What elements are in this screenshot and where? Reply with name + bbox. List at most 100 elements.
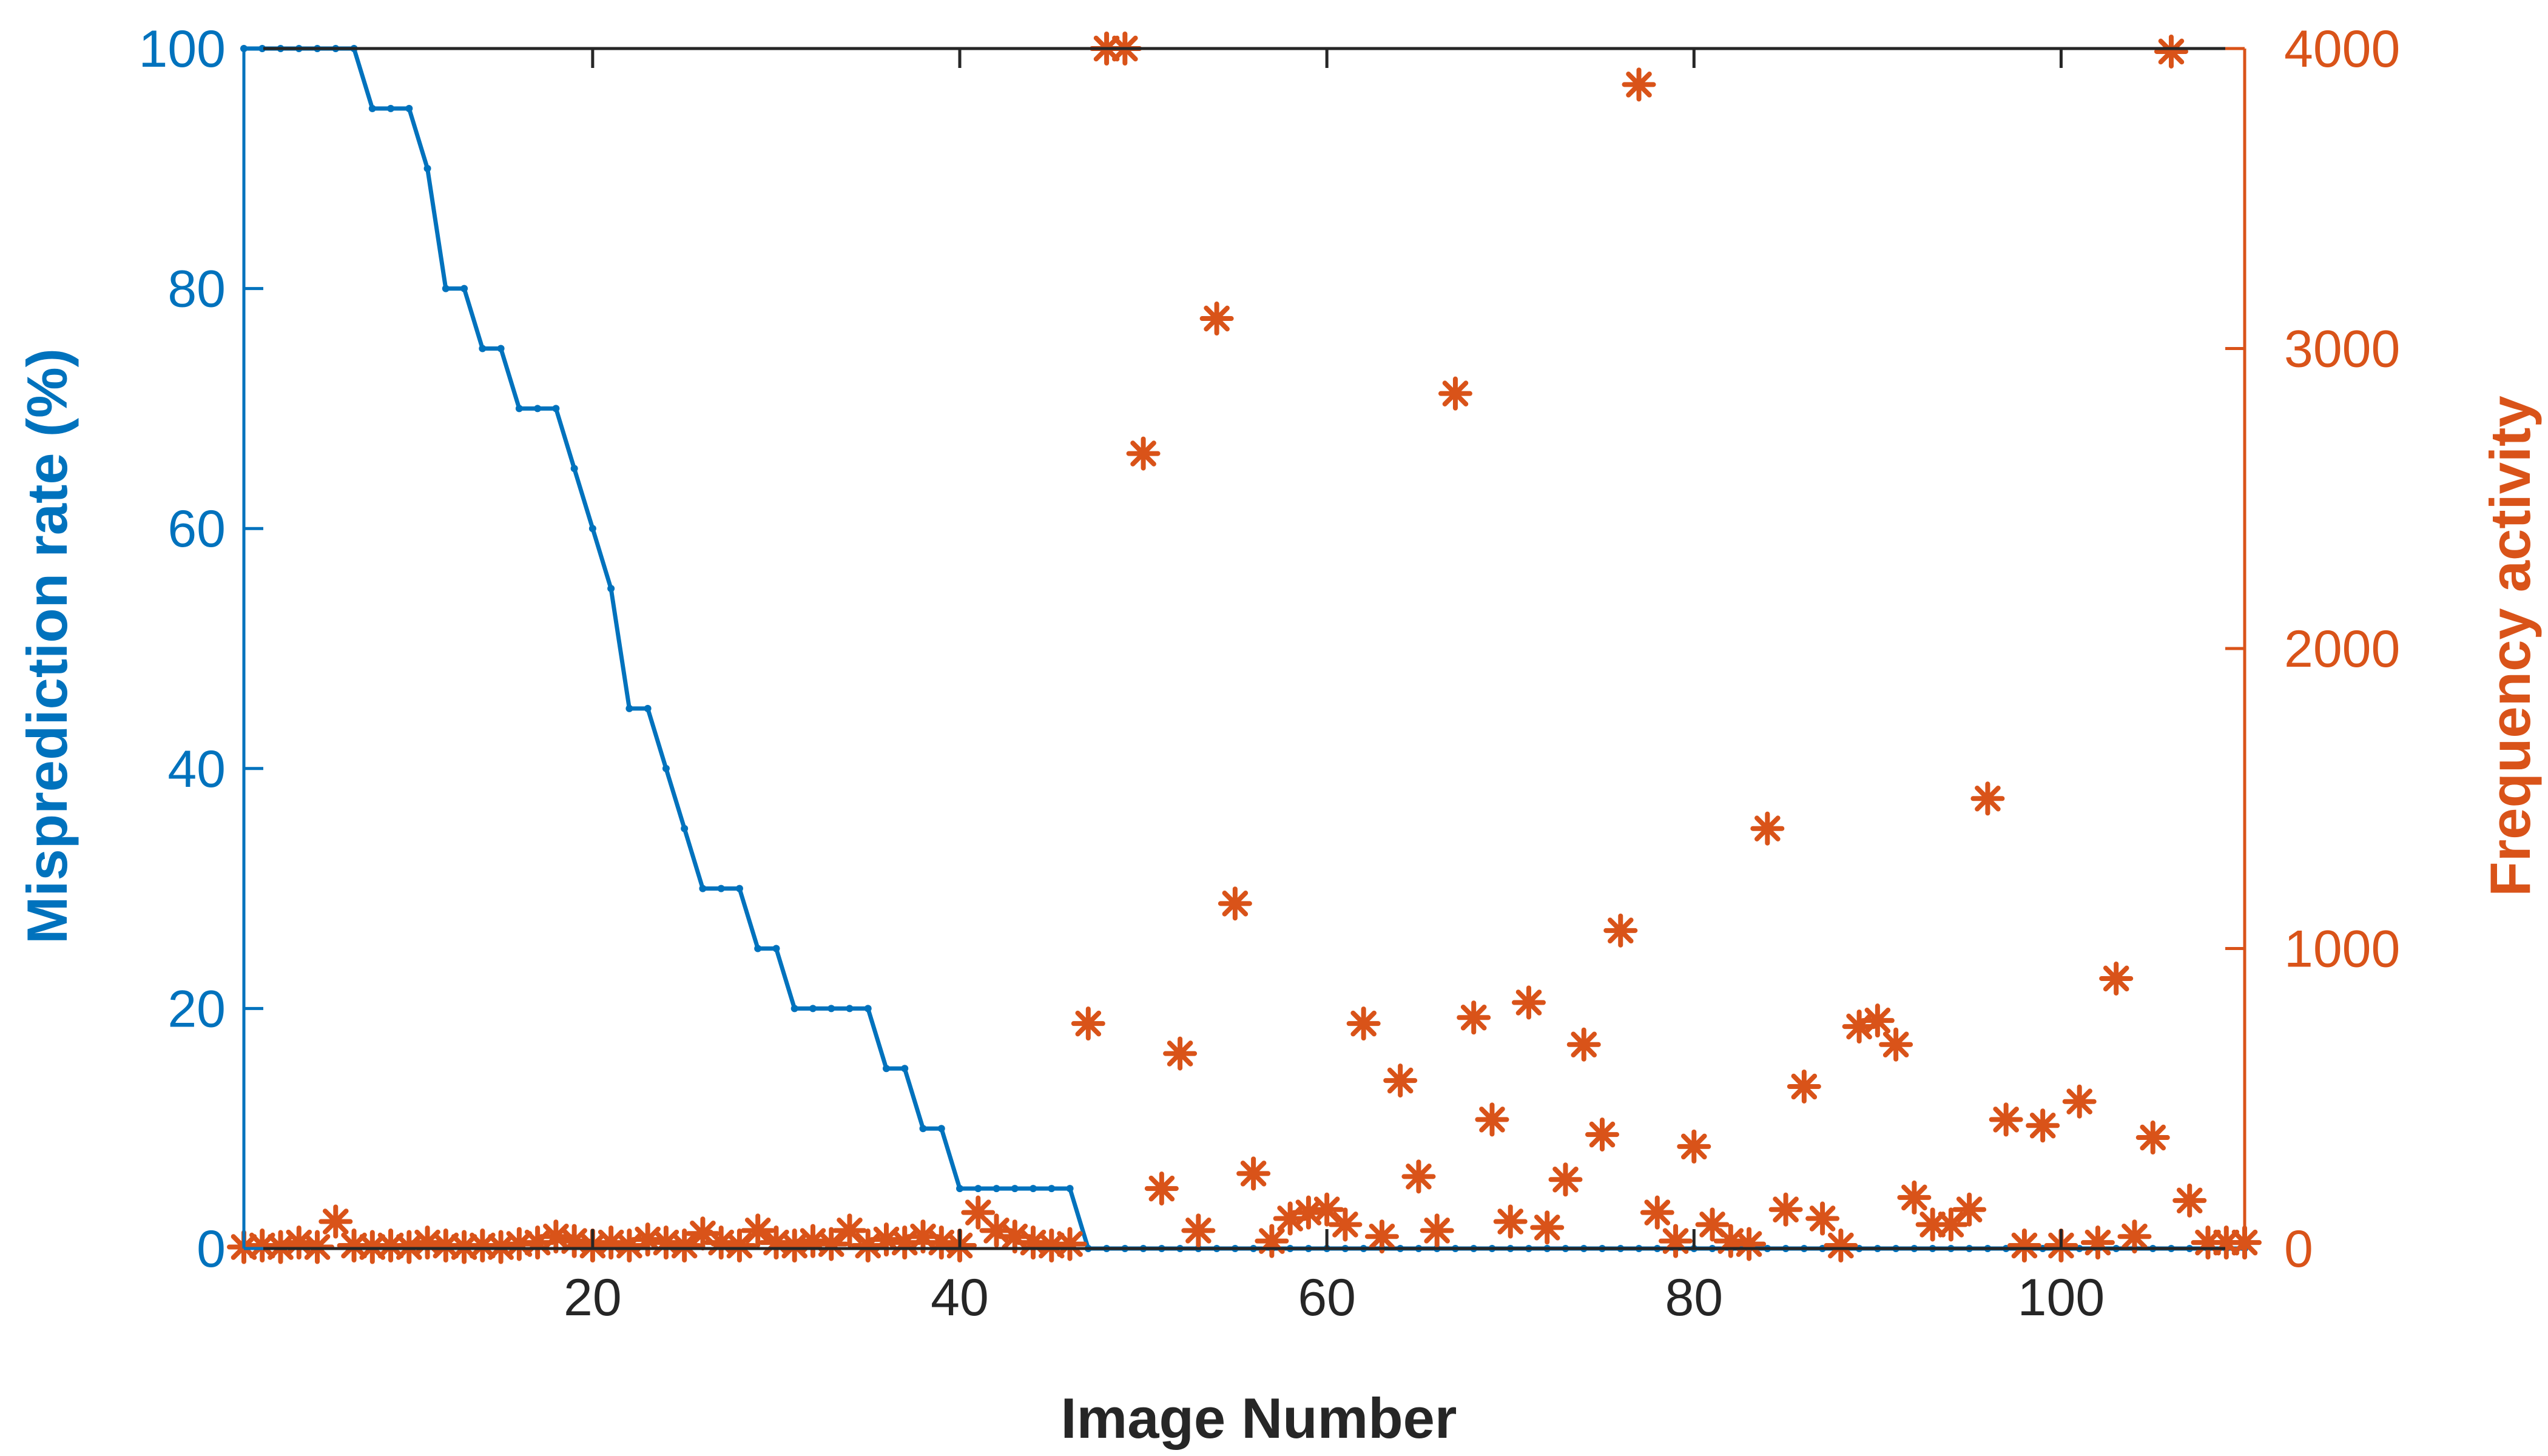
misprediction-rate-point	[882, 1065, 890, 1073]
frequency-activity-marker	[1475, 1102, 1509, 1137]
frequency-activity-marker	[1952, 1192, 1987, 1227]
misprediction-rate-point	[479, 345, 487, 352]
frequency-activity-marker	[961, 1195, 996, 1230]
frequency-activity-marker	[1218, 886, 1252, 921]
frequency-activity-marker	[1438, 376, 1472, 411]
frequency-activity-marker	[1915, 1207, 1950, 1242]
misprediction-rate-point	[735, 885, 743, 892]
misprediction-rate-point	[937, 1125, 945, 1133]
frequency-activity-marker	[1732, 1227, 1767, 1261]
frequency-activity-marker	[1824, 1228, 1858, 1263]
frequency-activity-marker	[1053, 1227, 1087, 1261]
frequency-activity-marker	[337, 1228, 371, 1263]
misprediction-rate-point	[423, 164, 431, 172]
frequency-activity-marker	[979, 1213, 1014, 1248]
frequency-activity-marker	[1695, 1207, 1730, 1242]
left-y-tick-label: 60	[167, 500, 226, 558]
misprediction-rate-point	[919, 1125, 927, 1133]
misprediction-rate-point	[515, 405, 523, 413]
misprediction-rate-point	[368, 104, 376, 112]
right-y-tick-label: 2000	[2284, 620, 2400, 678]
frequency-activity-marker	[814, 1227, 849, 1261]
right-y-tick-label: 0	[2284, 1220, 2313, 1278]
misprediction-rate-point	[846, 1005, 854, 1013]
frequency-activity-marker	[1420, 1213, 1454, 1248]
plot-area	[244, 49, 2245, 1249]
frequency-activity-marker	[851, 1228, 885, 1263]
misprediction-rate-point	[717, 885, 725, 892]
frequency-activity-marker	[2080, 1225, 2115, 1260]
frequency-activity-marker	[2117, 1219, 2152, 1254]
frequency-activity-marker	[1713, 1224, 1748, 1258]
frequency-activity-marker	[281, 1225, 316, 1260]
frequency-activity-marker	[1328, 1207, 1363, 1242]
misprediction-rate-point	[607, 585, 615, 593]
frequency-activity-marker	[2007, 1228, 2041, 1263]
frequency-activity-marker	[1879, 1027, 1913, 1062]
frequency-activity-marker	[1805, 1201, 1840, 1236]
left-y-tick-label: 20	[167, 980, 226, 1038]
misprediction-rate-point	[588, 525, 596, 533]
frequency-activity-marker	[649, 1225, 683, 1260]
frequency-activity-marker	[1970, 781, 2005, 816]
misprediction-rate-point	[1048, 1185, 1056, 1193]
misprediction-rate-point	[534, 405, 542, 413]
frequency-activity-marker	[502, 1227, 536, 1261]
misprediction-rate-point	[790, 1005, 798, 1013]
misprediction-rate-point	[1011, 1185, 1019, 1193]
frequency-activity-marker	[888, 1225, 922, 1260]
x-tick-label: 60	[1298, 1269, 1356, 1327]
misprediction-rate-point	[497, 345, 505, 352]
frequency-activity-marker	[1071, 1006, 1105, 1041]
right-y-axis-label: Frequency activity	[2478, 396, 2542, 896]
frequency-activity-marker	[832, 1213, 867, 1248]
frequency-activity-marker	[704, 1225, 738, 1260]
frequency-activity-marker	[1126, 436, 1161, 471]
frequency-activity-marker	[1511, 985, 1546, 1020]
frequency-activity-marker	[1236, 1156, 1271, 1191]
frequency-activity-marker	[374, 1228, 408, 1263]
frequency-activity-marker	[2062, 1084, 2097, 1119]
frequency-activity-marker	[594, 1225, 629, 1260]
x-tick-label: 40	[931, 1269, 989, 1327]
frequency-activity-marker	[1016, 1225, 1051, 1260]
frequency-activity-marker	[686, 1216, 720, 1251]
frequency-activity-marker	[906, 1219, 940, 1254]
frequency-activity-marker	[1163, 1036, 1198, 1071]
frequency-activity-marker	[1346, 1006, 1381, 1041]
misprediction-rate-point	[570, 465, 578, 473]
left-y-tick-label: 40	[167, 740, 226, 798]
frequency-activity-marker	[1034, 1228, 1069, 1263]
frequency-activity-marker	[1273, 1201, 1307, 1236]
frequency-activity-marker	[1933, 1207, 1968, 1242]
misprediction-rate-point	[901, 1065, 909, 1073]
misprediction-rate-point	[956, 1185, 964, 1193]
misprediction-rate-point	[1066, 1185, 1074, 1193]
frequency-activity-marker	[2026, 1108, 2060, 1143]
frequency-activity-marker	[612, 1228, 647, 1263]
frequency-activity-marker	[1255, 1224, 1289, 1258]
frequency-activity-marker	[1787, 1069, 1821, 1104]
plot-background	[244, 49, 2245, 1249]
misprediction-rate-point	[699, 885, 707, 892]
right-y-tick-label: 4000	[2284, 20, 2400, 78]
misprediction-rate-point	[772, 945, 780, 952]
misprediction-rate-point	[625, 704, 633, 712]
left-y-axis-label: Misprediction rate (%)	[15, 348, 79, 944]
frequency-activity-marker	[2191, 1225, 2225, 1260]
misprediction-rate-point	[552, 405, 560, 413]
misprediction-rate-point	[864, 1005, 872, 1013]
x-tick-label: 100	[2018, 1269, 2105, 1327]
frequency-activity-marker	[1383, 1063, 1418, 1098]
frequency-activity-marker	[1603, 913, 1638, 948]
frequency-activity-marker	[1199, 302, 1234, 336]
frequency-activity-marker	[1364, 1219, 1399, 1254]
frequency-activity-marker	[1659, 1224, 1693, 1258]
misprediction-rate-point	[993, 1185, 1000, 1193]
frequency-activity-marker	[869, 1222, 903, 1257]
frequency-activity-marker	[2172, 1183, 2207, 1218]
frequency-activity-marker	[630, 1222, 665, 1257]
frequency-activity-marker	[1310, 1192, 1344, 1227]
frequency-activity-marker	[1622, 67, 1656, 102]
